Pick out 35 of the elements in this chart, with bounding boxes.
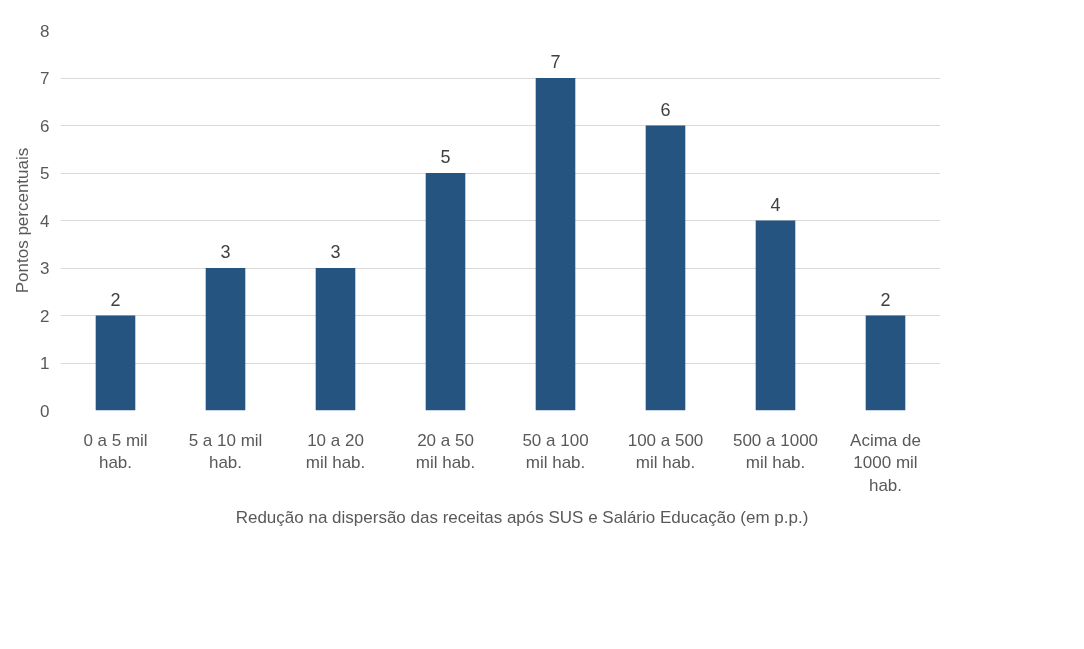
bar [645, 125, 686, 411]
x-tick-label: 500 a 1000 mil hab. [732, 430, 819, 473]
bar [95, 315, 136, 411]
x-tick-label: 100 a 500 mil hab. [627, 430, 704, 473]
y-tick-label: 0 [40, 401, 50, 421]
bar [865, 315, 906, 411]
x-tick-label: 0 a 5 mil hab. [83, 430, 148, 473]
bar [315, 268, 356, 411]
data-label: 4 [770, 194, 781, 215]
data-label: 2 [880, 289, 891, 310]
y-tick-label: 7 [40, 69, 50, 88]
y-tick-label: 2 [40, 306, 50, 326]
y-tick-label: 4 [40, 211, 50, 231]
bar [755, 220, 796, 411]
bar [425, 173, 466, 411]
data-label: 5 [440, 147, 451, 167]
data-label: 3 [330, 242, 341, 262]
y-axis-title: Pontos percentuais [13, 147, 33, 294]
x-tick-label: Acima de 1000 mil hab. [850, 430, 921, 496]
x-tick-label: 5 a 10 mil hab. [188, 430, 263, 473]
x-tick-label: 20 a 50 mil hab. [415, 430, 476, 473]
y-tick-label: 5 [40, 164, 50, 183]
y-tick-label: 8 [40, 21, 50, 41]
y-tick-label: 6 [40, 116, 50, 136]
y-tick-label: 1 [40, 354, 50, 373]
x-tick-label: 10 a 20 mil hab. [305, 430, 366, 473]
data-label: 2 [110, 289, 121, 310]
bar [535, 78, 576, 411]
y-tick-label: 3 [40, 259, 50, 278]
data-label: 7 [550, 52, 561, 72]
x-tick-label: 50 a 100 mil hab. [522, 430, 589, 473]
text: Redução na dispersão das receitas após SUS e Salário Educação (em p.p.) [235, 508, 809, 528]
data-label: 6 [660, 99, 671, 120]
data-label: 3 [220, 242, 231, 262]
bar [205, 268, 246, 411]
